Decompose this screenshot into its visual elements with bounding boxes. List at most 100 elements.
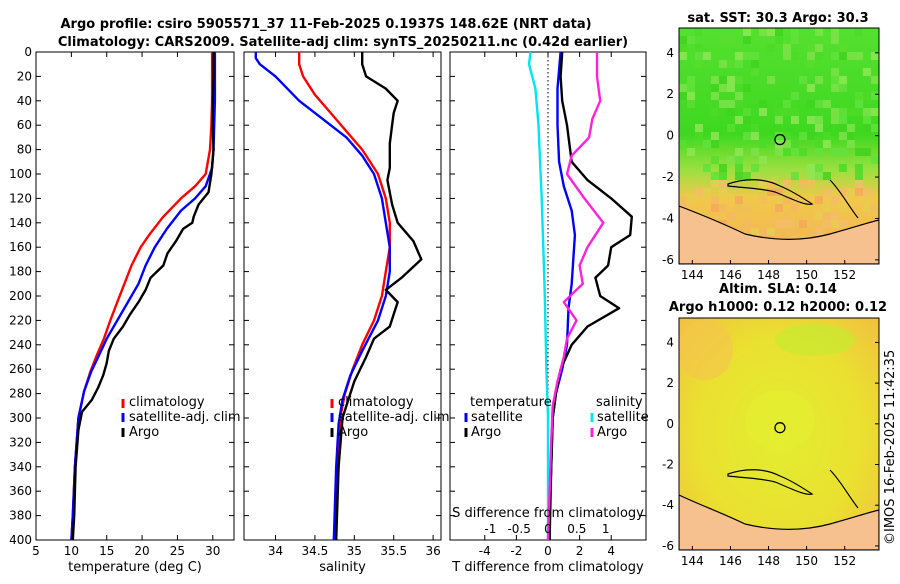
sst-texture-cell [839,132,847,140]
map-lon-tick-label: 152 [833,554,856,568]
sla-land-new-guinea [679,494,879,550]
sst-texture-cell [815,52,823,60]
s-difference-tick-label: -1 [484,522,496,536]
sst-texture-cell [775,132,783,140]
depth-tick-label: 40 [17,94,32,108]
sst-texture-cell [711,92,719,100]
sst-texture-cell [735,204,743,212]
sst-map-frame [678,27,880,265]
map-lat-tick-label: -2 [662,458,674,472]
sst-texture-cell [831,148,839,156]
map-lat-tick-label: 2 [666,376,674,390]
depth-tick-label: 260 [9,362,32,376]
sst-texture-cell [679,84,687,92]
sst-texture-cell [759,140,767,148]
sst-texture-cell [735,164,743,172]
sst-texture-cell [767,76,775,84]
sst-texture-cell [695,60,703,68]
sst-texture-cell [839,188,847,196]
x-tick-label: 20 [134,544,149,558]
map-lon-tick-label: 144 [681,554,704,568]
map-lat-tick-label: -6 [662,539,674,553]
sst-texture-cell [751,124,759,132]
sst-texture-cell [831,76,839,84]
sst-texture-cell [863,196,871,204]
sst-texture-cell [727,60,735,68]
legend-satellite-label: satellite-adj. clim [129,410,241,425]
sst-texture-cell [799,148,807,156]
series-argo [71,52,215,541]
x-tick-label: 36 [425,544,440,558]
sst-texture-cell [719,180,727,188]
sst-texture-cell [695,44,703,52]
depth-tick-label: 360 [9,484,32,498]
depth-tick-label: 280 [9,387,32,401]
legend-salinity-heading: salinity [596,395,643,410]
sst-texture-cell [791,28,799,36]
legend-satellite-label: satellite-adj. clim [338,410,450,425]
sst-texture-cell [807,44,815,52]
sst-texture-cell [751,228,759,236]
sst-texture-cell [823,140,831,148]
sst-texture-cell [735,116,743,124]
sst-texture-cell [863,116,871,124]
map-lon-tick-label: 144 [681,268,704,282]
sla-map-subtitle: Argo h1000: 0.12 h2000: 0.12 [669,300,887,315]
map-lon-tick-label: 148 [757,268,780,282]
sst-texture-cell [759,228,767,236]
series-satellite-adj-clim [254,52,391,541]
series-argo [335,52,423,541]
map-lat-tick-label: -4 [662,498,674,512]
sst-texture-cell [687,36,695,44]
sst-texture-cell [735,172,743,180]
sst-texture-cell [863,188,871,196]
sst-texture-cell [711,180,719,188]
sst-texture-cell [839,108,847,116]
sla-coast-bougainville [829,469,859,509]
x-tick-label: 35 [347,544,362,558]
sst-texture-cell [703,164,711,172]
sst-texture-cell [711,156,719,164]
sst-texture-cell [871,68,879,76]
sst-texture-cell [687,196,695,204]
sst-texture-cell [871,204,879,212]
depth-tick-label: 60 [17,118,32,132]
sst-texture-cell [719,60,727,68]
sst-texture-cell [743,108,751,116]
sst-texture-cell [775,188,783,196]
sst-texture-cell [839,220,847,228]
s-difference-tick-label: -0.5 [507,522,530,536]
sst-texture-cell [687,84,695,92]
sst-texture-cell [783,220,791,228]
depth-tick-label: 240 [9,338,32,352]
sst-texture-cell [711,196,719,204]
sst-texture-cell [855,52,863,60]
sst-texture-cell [719,36,727,44]
sst-texture-cell [839,44,847,52]
sst-texture-cell [839,124,847,132]
depth-tick-label: 80 [17,143,32,157]
sst-texture-cell [775,220,783,228]
legend-climatology-label: climatology [338,395,414,410]
legend-s-satellite-label: satellite [597,410,649,425]
imos-footer-stamp: ©IMOS 16-Feb-2025 11:42:35 [883,350,898,545]
sst-texture-cell [799,76,807,84]
sst-texture-cell [743,204,751,212]
sst-texture-cell [743,84,751,92]
s-difference-axis-label: S difference from climatology [452,506,644,521]
sst-texture-cell [831,36,839,44]
sst-texture-cell [759,108,767,116]
sst-texture-cell [791,204,799,212]
sst-texture-cell [831,108,839,116]
x-tick-label: 15 [99,544,114,558]
sst-coast-new-britain [727,179,814,205]
sst-texture-cell [847,124,855,132]
sst-texture-cell [767,28,775,36]
sst-texture-cell [695,28,703,36]
sst-texture-cell [815,124,823,132]
sst-texture-cell [695,188,703,196]
sst-texture-cell [807,52,815,60]
sst-texture-cell [719,172,727,180]
x-tick-label: 5 [32,544,40,558]
